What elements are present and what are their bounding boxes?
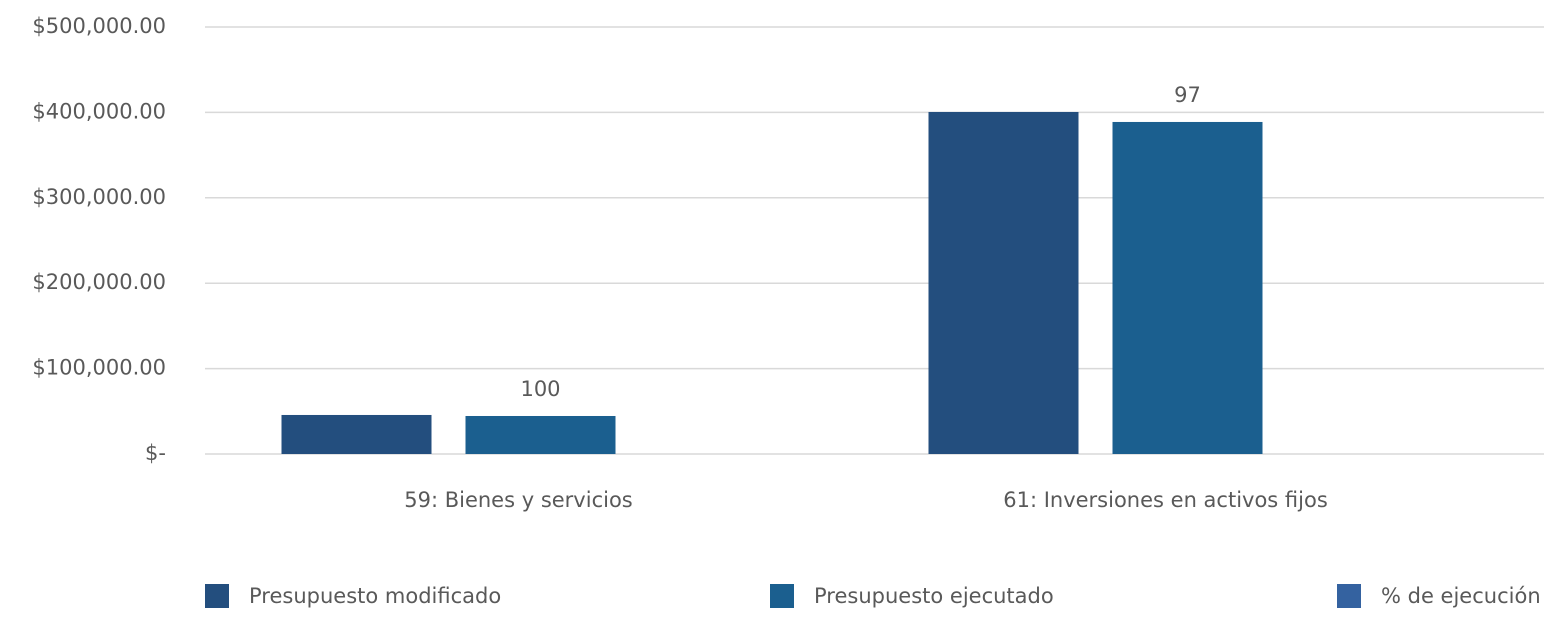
bar <box>1112 121 1263 455</box>
legend-label: Presupuesto ejecutado <box>814 584 1054 608</box>
x-tick-label: 59: Bienes y servicios <box>404 488 633 512</box>
bar <box>465 415 616 454</box>
y-tick-label: $100,000.00 <box>32 356 166 380</box>
data-label: 97 <box>1174 83 1201 107</box>
legend-label: % de ejecución <box>1381 584 1541 608</box>
legend-swatch <box>1337 584 1361 608</box>
y-tick-label: $300,000.00 <box>32 185 166 209</box>
legend-swatch <box>770 584 794 608</box>
legend-label: Presupuesto modificado <box>249 584 501 608</box>
bar <box>928 111 1079 455</box>
x-tick-label: 61: Inversiones en activos fijos <box>1003 488 1328 512</box>
y-tick-label: $200,000.00 <box>32 270 166 294</box>
y-tick-label: $- <box>145 441 166 465</box>
y-tick-label: $500,000.00 <box>32 14 166 38</box>
legend-swatch <box>205 584 229 608</box>
y-tick-label: $400,000.00 <box>32 99 166 123</box>
data-label: 100 <box>520 377 560 401</box>
bar <box>281 414 432 454</box>
